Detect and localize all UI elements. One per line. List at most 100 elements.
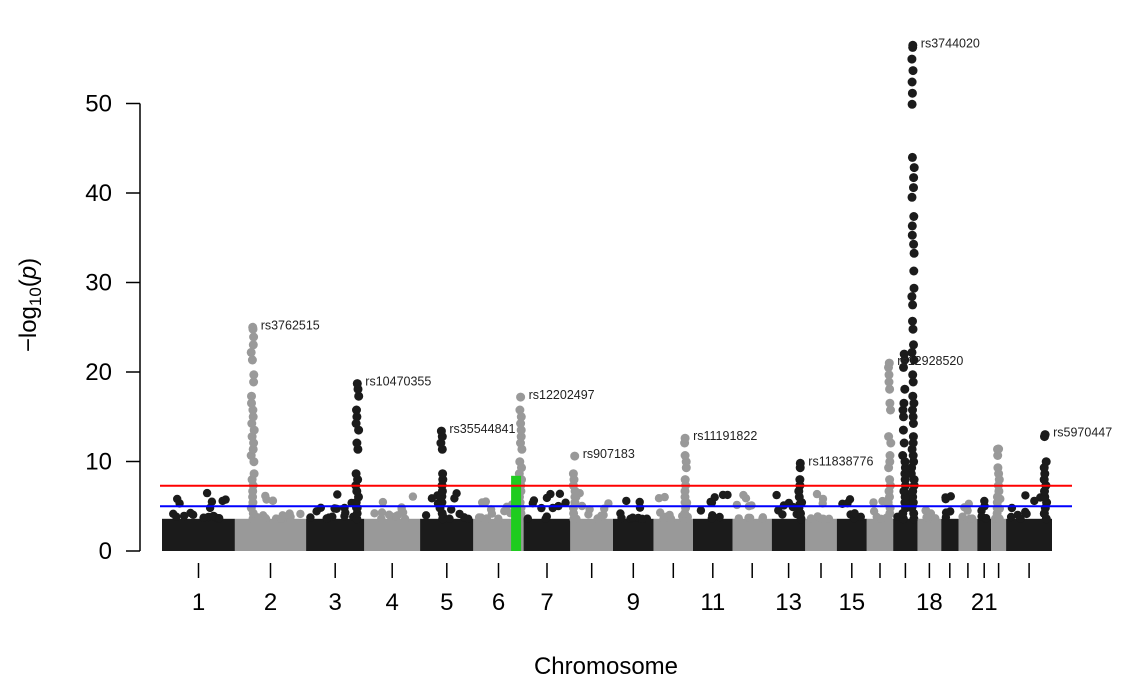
snp-point [438,469,448,479]
snp-point [1041,457,1051,467]
snp-point [351,469,361,479]
snp-point [635,497,644,507]
snp-point [537,503,546,513]
snp-point [885,451,895,460]
snp-point [907,54,917,64]
snp-point [898,405,908,415]
snp-point [617,513,626,523]
snp-annotation: rs35544841 [449,422,515,436]
lead-snp-point [1040,430,1050,440]
chromosome-5-band [420,518,474,551]
chromosome-7-points [523,489,571,551]
chromosome-8-band [570,518,613,551]
chromosome-22-points [991,444,1007,551]
snp-point [680,475,690,485]
snp-point [450,494,459,503]
snp-point [261,491,270,501]
x-tick-label: 5 [440,589,453,616]
snp-point [296,509,305,519]
snp-point [1021,491,1030,500]
y-tick-label: 10 [85,449,112,476]
snp-point [316,503,325,512]
x-tick-label: 7 [540,589,553,616]
snp-point [561,498,570,507]
snp-point [907,152,917,162]
snp-point [548,503,557,513]
snp-point [907,221,917,231]
snp-point [907,230,917,240]
snp-point [909,266,919,276]
chromosome-17-band [893,518,918,551]
lead-snp-point [352,379,362,389]
snp-point [899,398,909,408]
lead-snp-point [899,349,909,359]
snp-point [352,405,361,415]
snp-point [523,514,532,523]
snp-point [172,512,181,521]
snp-point [261,513,270,523]
snp-point [909,283,919,293]
y-axis-title-open: ( [15,279,42,287]
snp-point [909,355,919,365]
snp-point [941,495,950,504]
chromosome-15-band [836,518,867,551]
snp-point [907,192,917,202]
snp-point [378,497,388,507]
y-tick-label: 30 [85,270,112,297]
svg-text:−log10(p): −log10(p) [15,258,45,352]
snp-point [908,370,918,380]
chromosome-11-points [693,490,733,551]
snp-point [982,514,991,523]
snp-point [248,405,258,415]
snp-point [907,347,917,357]
snp-point [599,510,608,520]
snp-point [909,398,919,408]
snp-point [247,355,257,365]
snp-point [931,514,940,523]
chromosome-14-points [805,489,837,551]
snp-point [445,514,454,523]
snp-point [899,412,908,422]
chromosome-9-band [613,518,654,551]
x-tick-label: 3 [329,589,342,616]
snp-point [268,496,278,505]
snp-point [246,347,256,357]
snp-point [393,511,402,520]
x-axis: 1 2 3 4 5 6 7 9 11 13 15 18 21 [192,563,1030,616]
snp-point [707,514,716,523]
snp-point [899,438,909,448]
snp-point [247,398,256,408]
snp-point [884,377,894,387]
snp-point [659,514,668,523]
chromosome-11-band [693,518,733,551]
snp-point [856,512,865,521]
chromosome-23-band [1006,518,1052,551]
snp-point [884,370,894,380]
chromosome-3-points [306,379,365,551]
snp-annotation: rs10470355 [365,375,431,389]
snp-point [249,370,259,380]
snp-point [884,432,894,442]
snp-point [869,498,878,507]
snp-point [455,509,464,519]
chromosome-18-band [917,518,942,551]
snp-point [1006,512,1016,522]
threshold-lines [160,484,1072,508]
snp-annotation: rs5970447 [1053,426,1112,440]
snp-annotation: rs3744020 [921,36,980,50]
y-tick-label: 0 [99,538,112,565]
snp-point [907,88,917,98]
snp-point [908,405,917,415]
snp-point [696,506,706,515]
chromosome-2-band [234,518,307,551]
snp-point [638,514,647,523]
snp-point [963,506,972,515]
snp-point [568,469,578,479]
snp-point [221,495,230,504]
snp-point [247,419,257,428]
x-tick-label: 21 [971,589,998,616]
snp-point [515,457,525,467]
y-axis-title-subscript: 10 [26,287,45,306]
chromosome-21-points [977,496,992,551]
snp-point [516,412,526,422]
